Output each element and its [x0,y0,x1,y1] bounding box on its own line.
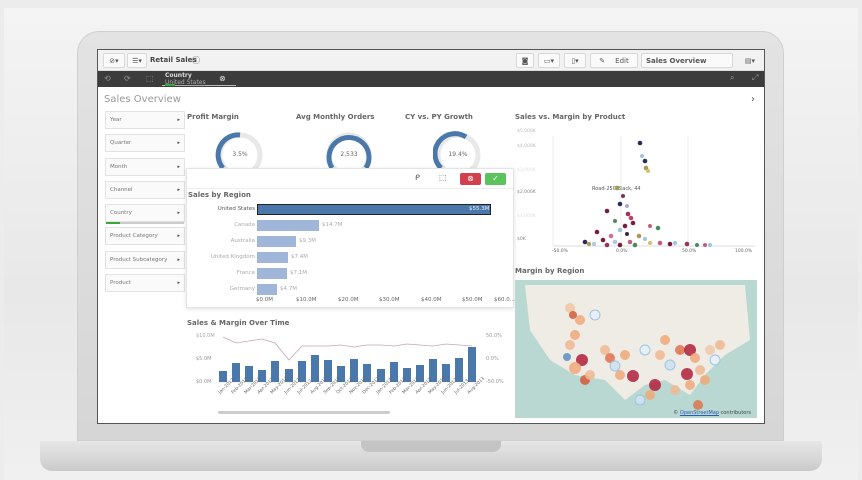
bar-united-kingdom[interactable] [257,252,288,263]
list-menu-button[interactable]: ☰▾ [127,53,147,68]
sheet-title: Sales Overview [104,94,181,105]
bookmark-icon: ▯▾ [571,56,579,65]
bar-canada[interactable] [257,220,319,231]
filter-channel[interactable]: Channel ▸ [105,180,185,199]
sheets-button[interactable]: ▤▾ [738,53,762,68]
sales-margin-time-panel: Sales & Margin Over Time $10.0M $5.0M $0… [186,316,514,423]
kpi-title: Profit Margin [187,113,239,121]
clear-selection-icon[interactable]: ⊗ [219,74,226,83]
expand-icon[interactable]: ⤢ [752,73,759,82]
lasso-icon[interactable]: ᑭ [415,173,421,182]
laptop-notch [361,441,501,452]
bar-germany[interactable] [257,284,277,295]
openstreetmap-link[interactable]: OpenStreetMap [679,410,719,416]
filter-pane: Year ▸ Quarter ▸ Month ▸ Channel ▸ Country ▸ … [105,111,185,297]
caret-icon: ▸ [177,117,180,123]
pencil-icon: ✎ [599,56,606,65]
snapshot-button[interactable]: ◙ [516,53,534,68]
edit-button[interactable]: ✎ Edit [590,53,638,68]
chevron-right-icon[interactable]: › [751,94,755,105]
panel-title: Sales by Region [188,191,251,199]
kpi-title: CY vs. PY Growth [405,113,473,121]
back-selection-icon[interactable]: ⟲ [104,74,111,83]
cancel-icon: ⊗ [467,174,474,183]
caret-icon: ▸ [177,233,180,240]
app-screen: ⊘▾ ☰▾ Retail Sales ⓘ ◙ ▭▾ ▯▾ ✎ Edit Sales… [97,49,765,424]
app-title: Retail Sales [150,56,197,64]
caret-icon: ▸ [177,186,180,193]
caret-icon: ▸ [177,256,180,263]
filter-product[interactable]: Product ▸ [105,274,185,293]
bar-united-states[interactable] [257,204,491,215]
combo-chart[interactable]: Jan-2012Feb-2012Mar-2012Apr-2012May-2012… [216,330,486,420]
selection-tools-icon[interactable]: ⬚ [439,173,447,182]
toolbar: ⊘▾ ☰▾ Retail Sales ⓘ ◙ ▭▾ ▯▾ ✎ Edit Sales… [98,50,764,71]
scatter-chart[interactable]: $5,000K $4,000K $3,000K $2,000K $1,000K … [517,129,755,254]
filter-quarter[interactable]: Quarter ▸ [105,134,185,153]
filter-product-subcategory[interactable]: Product Subcategory ▸ [105,250,185,269]
compass-icon: ⊘▾ [109,56,119,65]
list-icon: ☰▾ [132,56,142,65]
filter-country[interactable]: Country ▸ [105,204,185,225]
map-title: Margin by Region [515,267,585,275]
info-icon[interactable]: ⓘ [192,56,200,65]
sheets-icon: ▤▾ [744,56,756,65]
timeline-scrollbar[interactable] [218,411,390,414]
bookmark-button[interactable]: ▯▾ [564,53,586,68]
margin-map[interactable]: © OpenStreetMap contributors [515,280,757,418]
map-attribution: © OpenStreetMap contributors [673,410,751,416]
selection-chip-country[interactable]: Country United States [162,72,236,86]
filter-product-category[interactable]: Product Category ▸ [105,227,185,246]
checkmark-icon: ✓ [492,174,499,183]
confirm-selection-button[interactable]: ✓ [485,173,506,185]
sheet-selector[interactable]: Sales Overview [641,53,733,68]
cancel-selection-button[interactable]: ⊗ [460,173,481,185]
caret-icon: ▸ [177,140,180,147]
screen-icon: ▭▾ [543,56,555,65]
filter-progress [106,222,184,225]
navigation-button[interactable]: ⊘▾ [103,53,125,68]
bar-australia[interactable] [257,236,296,247]
filter-year[interactable]: Year ▸ [105,111,185,129]
present-button[interactable]: ▭▾ [538,53,560,68]
caret-icon: ▸ [177,280,180,287]
clear-all-icon[interactable]: ⬚ [146,74,154,83]
bar-france[interactable] [257,268,287,279]
sales-by-region-panel: ᑭ ⬚ ⊗ ✓ Sales by Region United States $5… [186,168,515,308]
selection-toolbar: ᑭ ⬚ ⊗ ✓ [187,169,513,189]
search-icon[interactable]: ⌕ [730,73,735,82]
selections-bar: ⟲ ⟳ ⬚ Country United States ⊗ ⌕ ⤢ [98,71,764,87]
forward-selection-icon[interactable]: ⟳ [124,74,131,83]
camera-icon: ◙ [521,56,529,65]
caret-icon: ▸ [177,163,180,170]
selection-progress [165,84,175,86]
caret-icon: ▸ [177,210,180,217]
filter-month[interactable]: Month ▸ [105,157,185,176]
scatter-title: Sales vs. Margin by Product [515,113,626,121]
kpi-title: Avg Monthly Orders [296,113,375,121]
